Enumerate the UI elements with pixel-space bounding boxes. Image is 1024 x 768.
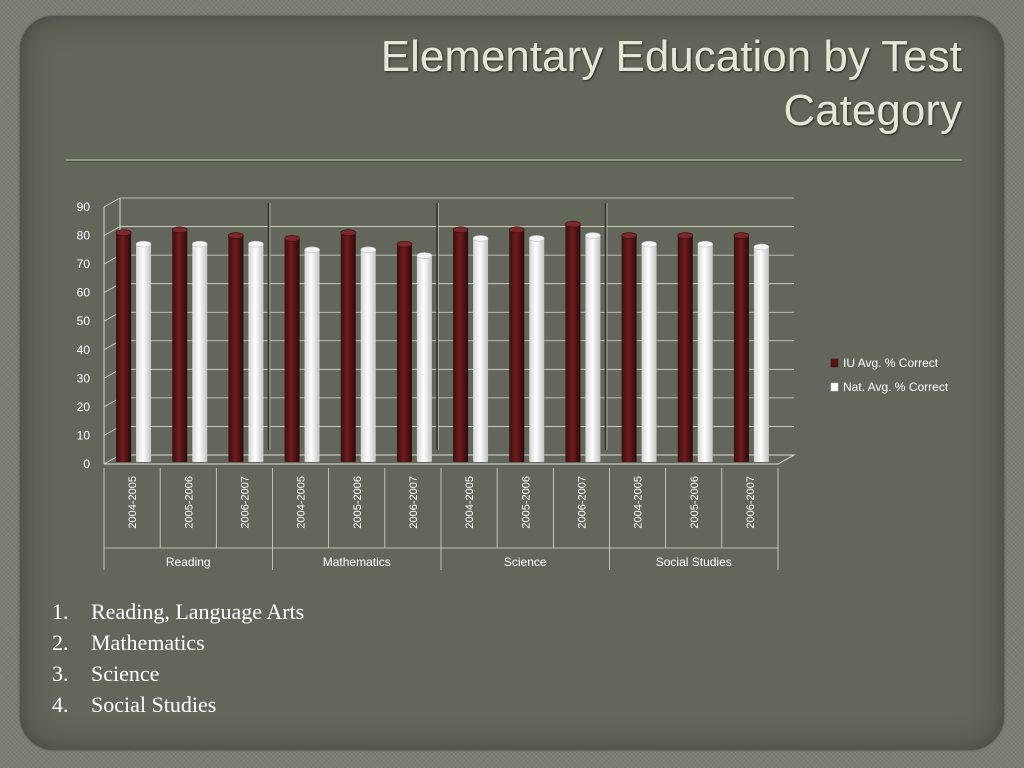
bar-cap	[248, 240, 264, 248]
bar	[453, 229, 469, 462]
chart-floor	[103, 454, 796, 465]
bar-cap	[585, 232, 601, 239]
x-group-label: Science	[504, 555, 547, 569]
x-tick-label: 2005-2006	[183, 476, 195, 529]
bar-cap	[472, 235, 489, 242]
bar-cap	[115, 229, 132, 236]
bar	[304, 249, 320, 462]
x-tick-label: 2006-2007	[745, 476, 757, 529]
list-number: 1.	[52, 599, 69, 624]
x-group-label: Mathematics	[323, 555, 391, 569]
bar-cap	[508, 226, 525, 234]
bar	[697, 244, 713, 462]
x-tick-label: 2006-2007	[239, 476, 251, 529]
bar-cap	[191, 240, 208, 248]
bar	[136, 244, 152, 462]
y-tick-label: 80	[77, 229, 91, 243]
y-tick-label: 90	[77, 200, 91, 214]
bar	[621, 235, 637, 462]
x-tick-label: 2005-2006	[689, 476, 701, 529]
bar-cap	[360, 246, 377, 254]
bar-cap	[621, 232, 637, 239]
bar	[641, 244, 657, 462]
y-tick-label: 0	[83, 457, 90, 471]
bar	[585, 235, 601, 462]
bar	[473, 238, 489, 462]
bar	[677, 235, 693, 462]
bar-cap	[304, 246, 320, 254]
list-text: Science	[91, 661, 160, 686]
bar	[416, 255, 432, 462]
y-tick-label: 20	[77, 400, 91, 414]
list-text: Social Studies	[91, 692, 217, 717]
bar-cap	[396, 240, 413, 248]
list-item: 3. Science	[52, 658, 304, 689]
bar	[509, 229, 525, 462]
legend-label: IU Avg. % Correct	[843, 356, 939, 370]
slide-title: Elementary Education by Test Category	[162, 30, 962, 138]
y-tick-label: 60	[77, 286, 91, 300]
title-line-1: Elementary Education by Test	[380, 32, 962, 81]
y-tick-label: 50	[77, 314, 91, 328]
bar-cap	[641, 240, 657, 248]
x-tick-label: 2005-2006	[520, 476, 532, 529]
bar	[733, 235, 749, 462]
x-tick-label: 2005-2006	[352, 476, 364, 529]
category-list: 1. Reading, Language Arts 2. Mathematics 3…	[52, 596, 304, 720]
legend-label: Nat. Avg. % Correct	[843, 380, 949, 394]
bar-cap	[733, 232, 750, 239]
list-number: 3.	[52, 661, 69, 686]
x-tick-label: 2004-2005	[296, 476, 308, 529]
bar-cap	[677, 232, 694, 239]
bar	[172, 229, 188, 462]
bar-cap	[452, 226, 469, 234]
legend-swatch	[830, 358, 839, 368]
bar-cap	[697, 240, 714, 248]
bar	[192, 244, 208, 462]
y-tick-label: 30	[77, 371, 91, 385]
bar	[228, 235, 244, 462]
bar-chart: 0 10 20 30 40 50 60 70 80 90 2004-2005 2005-2006 200…	[77, 197, 949, 570]
x-tick-label: 2004-2005	[127, 476, 139, 529]
bar-cap	[340, 229, 357, 236]
title-divider	[66, 159, 962, 162]
bar-cap	[753, 243, 770, 251]
list-text: Reading, Language Arts	[91, 599, 305, 624]
x-tick-label: 2006-2007	[576, 476, 588, 529]
bar	[284, 238, 300, 462]
bar	[753, 246, 769, 462]
bar-cap	[171, 226, 188, 234]
x-group-label: Social Studies	[656, 555, 732, 569]
bar	[396, 244, 412, 462]
bar	[565, 224, 581, 462]
list-item: 1. Reading, Language Arts	[52, 596, 304, 627]
bar-cap	[135, 240, 152, 248]
list-text: Mathematics	[91, 630, 205, 655]
x-tick-label: 2006-2007	[408, 476, 420, 529]
bar-cap	[284, 235, 300, 242]
y-tick-label: 70	[77, 257, 91, 271]
y-tick-label: 10	[77, 428, 91, 442]
bar-cap	[528, 235, 545, 242]
y-tick-label: 40	[77, 343, 91, 357]
bar-cap	[416, 252, 433, 259]
bar	[360, 249, 376, 462]
legend-swatch	[830, 382, 839, 392]
x-group-label: Reading	[166, 555, 211, 569]
bar	[116, 232, 132, 462]
x-tick-label: 2004-2005	[633, 476, 645, 529]
list-item: 2. Mathematics	[52, 627, 304, 658]
title-line-2: Category	[783, 86, 962, 135]
list-number: 2.	[52, 630, 69, 655]
x-tick-label: 2004-2005	[464, 476, 476, 529]
bar	[529, 238, 545, 462]
bar-cap	[565, 220, 581, 228]
bar	[248, 244, 264, 462]
list-item: 4. Social Studies	[52, 689, 304, 720]
bar-cap	[228, 232, 244, 239]
list-number: 4.	[52, 692, 69, 717]
bar	[340, 232, 356, 462]
gridline	[103, 197, 794, 208]
